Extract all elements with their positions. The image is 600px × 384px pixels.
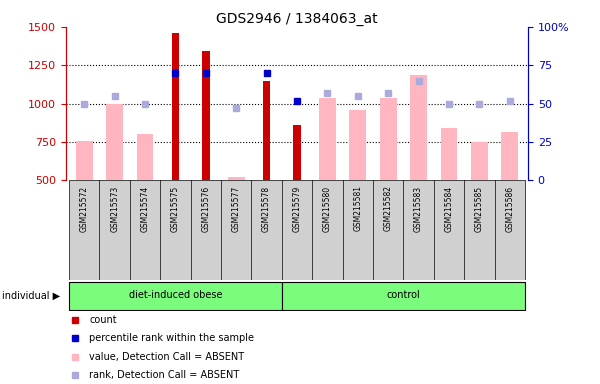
Text: GSM215573: GSM215573 <box>110 185 119 232</box>
Text: GSM215585: GSM215585 <box>475 185 484 232</box>
Text: percentile rank within the sample: percentile rank within the sample <box>89 333 254 343</box>
Text: GSM215584: GSM215584 <box>445 185 454 232</box>
Bar <box>228 177 245 180</box>
Text: rank, Detection Call = ABSENT: rank, Detection Call = ABSENT <box>89 370 239 380</box>
Text: GSM215583: GSM215583 <box>414 185 423 232</box>
Bar <box>172 33 179 180</box>
Text: GSM215575: GSM215575 <box>171 185 180 232</box>
Bar <box>440 128 457 180</box>
Bar <box>471 142 488 180</box>
Text: individual ▶: individual ▶ <box>2 291 60 301</box>
Bar <box>202 51 209 180</box>
Bar <box>349 110 366 180</box>
Text: control: control <box>386 290 420 300</box>
Text: GSM215581: GSM215581 <box>353 185 362 232</box>
Text: GSM215580: GSM215580 <box>323 185 332 232</box>
Bar <box>319 98 336 180</box>
Text: value, Detection Call = ABSENT: value, Detection Call = ABSENT <box>89 352 244 362</box>
Bar <box>380 98 397 180</box>
Text: GSM215574: GSM215574 <box>140 185 149 232</box>
Bar <box>263 81 271 180</box>
Text: GSM215586: GSM215586 <box>505 185 514 232</box>
Text: GSM215572: GSM215572 <box>80 185 89 232</box>
Text: diet-induced obese: diet-induced obese <box>128 290 222 300</box>
Bar <box>137 134 154 180</box>
Bar <box>293 125 301 180</box>
Text: GSM215578: GSM215578 <box>262 185 271 232</box>
Bar <box>69 282 282 310</box>
Text: GSM215579: GSM215579 <box>293 185 302 232</box>
Bar <box>282 282 525 310</box>
Title: GDS2946 / 1384063_at: GDS2946 / 1384063_at <box>216 12 378 26</box>
Text: GSM215576: GSM215576 <box>202 185 211 232</box>
Bar <box>76 141 92 180</box>
Text: GSM215582: GSM215582 <box>383 185 392 232</box>
Text: GSM215577: GSM215577 <box>232 185 241 232</box>
Bar <box>502 132 518 180</box>
Bar <box>106 104 123 180</box>
Text: count: count <box>89 315 117 325</box>
Bar <box>410 75 427 180</box>
